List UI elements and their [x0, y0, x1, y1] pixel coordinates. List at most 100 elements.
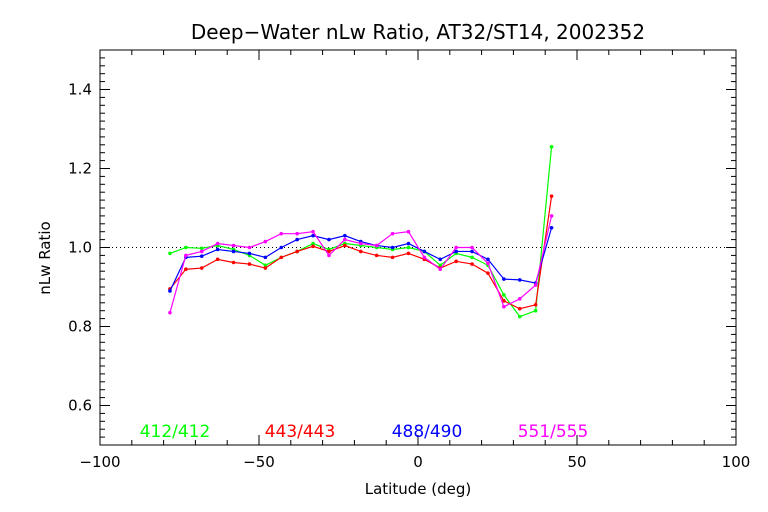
y-tick-label: 1.2	[68, 160, 92, 178]
data-point	[343, 243, 347, 248]
data-point	[533, 308, 538, 313]
data-point	[502, 277, 506, 281]
data-point	[390, 231, 395, 236]
data-point	[438, 263, 443, 268]
data-point	[390, 245, 395, 250]
series-line	[169, 146, 553, 318]
data-point	[406, 229, 411, 234]
data-point	[374, 243, 379, 248]
data-point	[422, 255, 427, 260]
series-443-443	[168, 194, 554, 311]
data-point	[168, 251, 172, 256]
data-point	[549, 214, 554, 218]
data-point	[454, 245, 458, 250]
y-tick-label: 1.0	[68, 239, 92, 257]
data-point	[406, 241, 411, 246]
data-point	[517, 314, 522, 319]
data-point	[231, 260, 236, 265]
data-point	[215, 247, 220, 252]
data-point	[311, 241, 315, 246]
data-point	[215, 257, 220, 262]
data-point	[470, 249, 474, 254]
data-point	[343, 233, 347, 238]
data-point	[502, 293, 506, 297]
data-point	[358, 241, 363, 246]
axis-ticks: −100 −50 0 50 100 0.6 0.8 1.0 1.2 1.4	[68, 49, 750, 471]
data-point	[502, 304, 506, 309]
legend-entry: 551/555	[518, 422, 589, 442]
series-layer	[168, 144, 554, 319]
y-axis-label: nLw Ratio	[36, 221, 54, 294]
data-point	[311, 244, 315, 249]
data-point	[295, 249, 299, 254]
data-point	[454, 249, 458, 254]
data-point	[517, 278, 522, 282]
data-point	[517, 297, 522, 301]
data-point	[406, 251, 411, 256]
data-point	[263, 239, 268, 244]
data-point	[390, 255, 395, 260]
data-point	[184, 245, 188, 250]
data-point	[486, 261, 490, 266]
series-line	[169, 215, 553, 313]
x-tick-label: 50	[567, 453, 586, 471]
data-point	[327, 249, 331, 254]
chart-title: Deep−Water nLw Ratio, AT32/ST14, 2002352	[191, 20, 645, 44]
data-point	[486, 257, 490, 262]
data-point	[470, 262, 474, 266]
data-point	[184, 253, 188, 258]
data-point	[311, 233, 315, 238]
data-point	[454, 259, 458, 264]
data-point	[549, 194, 554, 198]
data-point	[247, 251, 252, 256]
data-point	[358, 249, 363, 254]
data-point	[199, 254, 204, 258]
data-point	[406, 245, 411, 250]
data-point	[327, 253, 331, 258]
series-412-412	[168, 144, 554, 319]
data-point	[263, 255, 268, 260]
legend-entry: 443/443	[265, 422, 336, 442]
data-point	[517, 306, 522, 311]
data-point	[295, 237, 299, 242]
x-tick-label: −50	[243, 453, 275, 471]
data-point	[470, 255, 474, 260]
legend: 412/412 443/443 488/490 551/555	[140, 422, 589, 442]
y-tick-label: 0.8	[68, 318, 92, 336]
data-point	[549, 144, 554, 149]
data-point	[549, 225, 554, 230]
y-tick-label: 0.6	[68, 397, 92, 415]
data-point	[438, 267, 443, 272]
data-point	[470, 245, 474, 250]
data-point	[327, 237, 331, 242]
data-point	[343, 237, 347, 242]
data-point	[279, 255, 284, 260]
data-point	[247, 262, 252, 266]
data-point	[184, 267, 188, 272]
data-point	[533, 283, 538, 287]
data-point	[199, 249, 204, 254]
data-point	[311, 229, 315, 234]
data-point	[263, 266, 268, 270]
x-tick-label: −100	[79, 453, 120, 471]
y-tick-label: 1.4	[68, 81, 92, 99]
data-point	[215, 241, 220, 246]
data-point	[168, 289, 172, 293]
data-point	[168, 310, 172, 315]
data-point	[199, 246, 204, 251]
data-point	[231, 243, 236, 248]
series-551-555	[168, 214, 554, 315]
legend-entry: 412/412	[140, 422, 211, 442]
data-point	[247, 245, 252, 250]
data-point	[374, 253, 379, 258]
data-point	[263, 263, 268, 268]
data-point	[486, 271, 490, 275]
data-point	[231, 249, 236, 254]
data-point	[422, 249, 427, 254]
legend-entry: 488/490	[392, 422, 463, 442]
data-point	[199, 266, 204, 270]
data-point	[502, 299, 506, 303]
data-point	[279, 231, 284, 236]
data-point	[438, 257, 443, 262]
